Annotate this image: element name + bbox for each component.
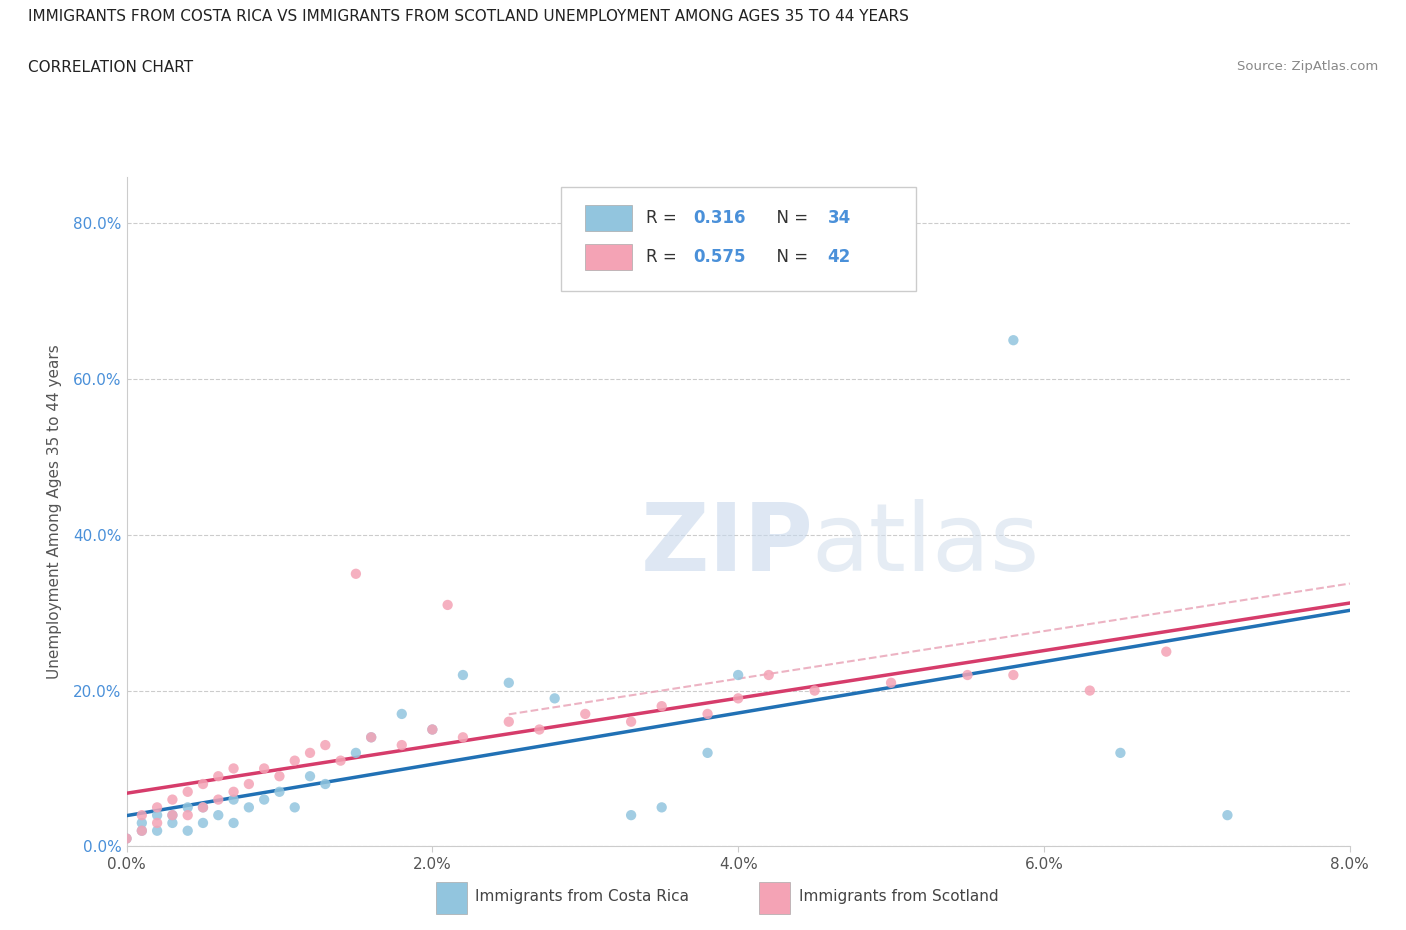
Point [146, 816, 169, 830]
Point [620, 808, 643, 823]
Point [422, 722, 444, 737]
Point [146, 808, 169, 823]
Point [1002, 333, 1025, 348]
Point [299, 769, 322, 784]
Point [222, 761, 245, 776]
Point [1216, 808, 1239, 823]
Text: CORRELATION CHART: CORRELATION CHART [28, 60, 193, 75]
Point [651, 698, 673, 713]
Point [191, 816, 214, 830]
Point [146, 800, 169, 815]
Text: atlas: atlas [811, 499, 1040, 591]
Point [758, 668, 780, 683]
Point [1156, 644, 1178, 659]
FancyBboxPatch shape [436, 883, 467, 913]
Point [284, 753, 307, 768]
Point [314, 777, 336, 791]
Y-axis label: Unemployment Among Ages 35 to 44 years: Unemployment Among Ages 35 to 44 years [46, 344, 62, 679]
Point [162, 816, 184, 830]
Point [529, 722, 551, 737]
Text: R =: R = [647, 209, 682, 227]
Point [177, 784, 200, 799]
Point [115, 831, 138, 846]
Point [131, 823, 153, 838]
Point [253, 761, 276, 776]
Text: 42: 42 [828, 248, 851, 266]
Point [207, 792, 229, 807]
Text: Immigrants from Scotland: Immigrants from Scotland [799, 889, 998, 904]
FancyBboxPatch shape [561, 187, 915, 290]
Point [222, 784, 245, 799]
Point [451, 730, 474, 745]
Point [1078, 684, 1101, 698]
Point [956, 668, 979, 683]
Point [880, 675, 903, 690]
Point [696, 746, 718, 761]
FancyBboxPatch shape [585, 245, 631, 270]
Text: 0.575: 0.575 [693, 248, 745, 266]
Point [344, 746, 367, 761]
Text: ZIP: ZIP [640, 499, 813, 591]
Point [620, 714, 643, 729]
Point [269, 784, 291, 799]
Point [344, 566, 367, 581]
Point [329, 753, 352, 768]
Text: Source: ZipAtlas.com: Source: ZipAtlas.com [1237, 60, 1378, 73]
Point [162, 808, 184, 823]
Point [238, 800, 260, 815]
Point [314, 737, 336, 752]
Point [222, 792, 245, 807]
FancyBboxPatch shape [585, 206, 631, 231]
Point [574, 707, 596, 722]
Point [451, 668, 474, 683]
Point [191, 777, 214, 791]
Text: IMMIGRANTS FROM COSTA RICA VS IMMIGRANTS FROM SCOTLAND UNEMPLOYMENT AMONG AGES 3: IMMIGRANTS FROM COSTA RICA VS IMMIGRANTS… [28, 9, 910, 24]
FancyBboxPatch shape [759, 883, 790, 913]
Point [360, 730, 382, 745]
Point [131, 808, 153, 823]
Point [727, 668, 749, 683]
Point [422, 722, 444, 737]
Point [115, 831, 138, 846]
Point [391, 737, 413, 752]
Point [803, 684, 825, 698]
Point [651, 800, 673, 815]
Point [498, 675, 520, 690]
Point [177, 808, 200, 823]
Point [253, 792, 276, 807]
Text: N =: N = [766, 209, 814, 227]
Point [162, 792, 184, 807]
Point [191, 800, 214, 815]
Point [131, 823, 153, 838]
Point [543, 691, 565, 706]
Point [207, 808, 229, 823]
Point [146, 823, 169, 838]
Point [162, 808, 184, 823]
Point [1109, 746, 1132, 761]
Point [131, 816, 153, 830]
Point [177, 800, 200, 815]
Point [222, 816, 245, 830]
Point [177, 823, 200, 838]
Text: N =: N = [766, 248, 814, 266]
Point [238, 777, 260, 791]
Point [436, 597, 458, 612]
Point [269, 769, 291, 784]
Point [191, 800, 214, 815]
Text: 34: 34 [828, 209, 851, 227]
Point [360, 730, 382, 745]
Point [727, 691, 749, 706]
Text: Immigrants from Costa Rica: Immigrants from Costa Rica [475, 889, 689, 904]
Point [284, 800, 307, 815]
Point [696, 707, 718, 722]
Point [1002, 668, 1025, 683]
Point [207, 769, 229, 784]
Point [498, 714, 520, 729]
Point [299, 746, 322, 761]
Point [391, 707, 413, 722]
Text: 0.316: 0.316 [693, 209, 745, 227]
Text: R =: R = [647, 248, 682, 266]
